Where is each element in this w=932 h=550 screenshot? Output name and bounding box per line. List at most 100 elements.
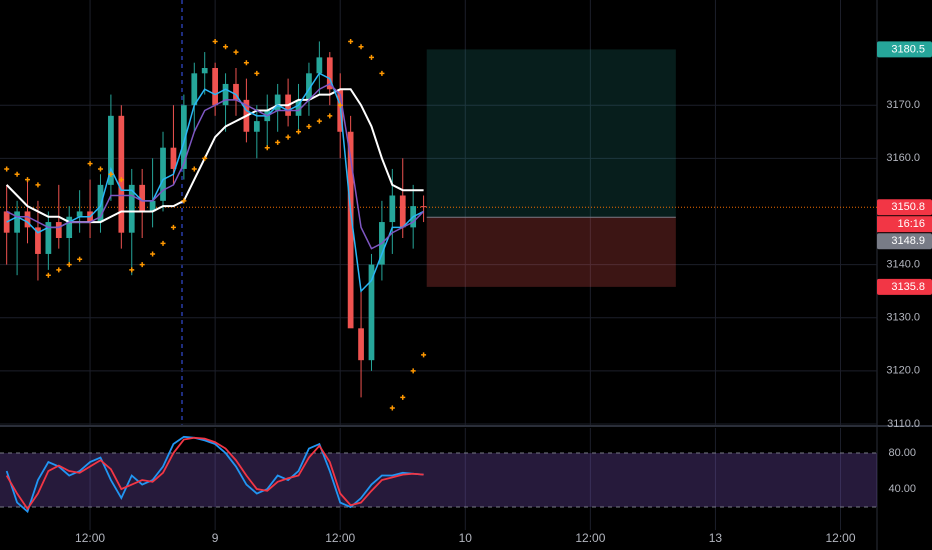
- candle-body: [389, 195, 396, 223]
- countdown: 16:16: [897, 218, 925, 230]
- stop-label: 3135.8: [891, 281, 925, 293]
- stop-loss-zone: [426, 217, 676, 287]
- candle-body: [24, 211, 31, 228]
- sar-dot: [410, 368, 416, 374]
- candle-body: [295, 99, 302, 116]
- candle-body: [118, 115, 125, 233]
- sar-dot: [25, 177, 31, 183]
- sar-dot: [150, 251, 156, 257]
- y-tick-label: 40.00: [888, 483, 916, 495]
- stop-label-bg: [877, 278, 932, 295]
- sar-dot: [233, 49, 239, 55]
- sar-dot: [223, 44, 229, 50]
- candle-body: [201, 68, 208, 74]
- candle-body: [191, 73, 198, 106]
- last-price-label: 3150.8: [891, 201, 925, 213]
- take-profit-label-bg: [877, 41, 932, 58]
- sar-dot: [254, 70, 260, 76]
- sar-dot: [306, 123, 312, 129]
- sar-dot: [77, 256, 83, 262]
- candle-body: [76, 211, 83, 217]
- x-tick-label: 9: [212, 531, 219, 545]
- sar-dot: [316, 118, 322, 124]
- x-tick-label: 12:00: [826, 531, 856, 545]
- candle-body: [326, 57, 333, 90]
- sar-dot: [400, 394, 406, 400]
- sar-dot: [129, 267, 135, 273]
- sar-dot: [66, 262, 72, 268]
- candle-body: [212, 68, 218, 106]
- sar-dot: [4, 166, 10, 172]
- sar-dot: [264, 145, 270, 151]
- sar-dot: [348, 38, 354, 44]
- candle-body: [274, 94, 281, 111]
- sar-dot: [14, 171, 20, 177]
- sar-dot: [170, 224, 176, 230]
- y-tick-label: 3120.0: [886, 365, 920, 377]
- candle-body: [170, 147, 177, 169]
- sar-dot: [275, 139, 281, 145]
- x-tick-label: 10: [459, 531, 473, 545]
- last-price-label-bg: [877, 199, 932, 216]
- y-tick-label: 3110.0: [887, 418, 920, 430]
- candle-body: [399, 195, 406, 228]
- y-tick-label: 3130.0: [886, 312, 920, 324]
- sar-dot: [202, 155, 208, 161]
- candle-body: [45, 222, 52, 254]
- sar-dot: [421, 352, 427, 358]
- sar-dot: [181, 198, 187, 204]
- sar-dot: [118, 177, 124, 183]
- candle-body: [160, 147, 166, 201]
- x-tick-label: 12:00: [75, 531, 105, 545]
- candle-body: [108, 115, 114, 185]
- candle-body: [222, 83, 229, 106]
- candle-body: [358, 328, 364, 361]
- x-tick-label: 12:00: [325, 531, 355, 545]
- sar-dot: [35, 182, 41, 188]
- sar-dot: [108, 171, 114, 177]
- x-tick-label: 13: [709, 531, 723, 545]
- sar-dot: [368, 54, 374, 60]
- sar-dot: [389, 405, 395, 411]
- y-tick-label: 3160.0: [886, 152, 920, 164]
- candle-body: [180, 105, 187, 169]
- candle-body: [316, 57, 323, 74]
- sar-dot: [87, 161, 93, 167]
- x-tick-label: 12:00: [575, 531, 605, 545]
- candle-body: [35, 227, 41, 254]
- sar-dot: [160, 240, 166, 246]
- moving-average: [6, 83, 425, 250]
- entry-label-bg: [877, 233, 932, 250]
- sar-dot: [285, 134, 291, 140]
- sar-dot: [296, 129, 302, 135]
- sar-dot: [212, 38, 218, 44]
- candle-body: [66, 216, 73, 238]
- oscillator-band: [0, 453, 877, 508]
- candle-body: [233, 83, 239, 100]
- candle-body: [55, 222, 62, 238]
- candle-body: [347, 131, 354, 329]
- oscillator-line: [5, 436, 424, 511]
- entry-label: 3148.9: [891, 235, 925, 247]
- candle-body: [139, 184, 146, 212]
- sar-dot: [327, 113, 333, 119]
- sar-dot: [97, 166, 103, 172]
- sar-dot: [191, 166, 197, 172]
- candle-body: [14, 211, 20, 233]
- sar-dot: [358, 44, 364, 50]
- y-tick-label: 80.00: [888, 447, 916, 459]
- sar-dot: [337, 102, 343, 108]
- y-tick-label: 3170.0: [886, 99, 920, 111]
- candle-body: [149, 200, 156, 212]
- candle-body: [420, 206, 427, 208]
- countdown-bg: [877, 216, 932, 233]
- y-tick-label: 3140.0: [886, 258, 920, 270]
- candle-body: [253, 121, 260, 132]
- sar-dot: [243, 60, 249, 66]
- sar-dot: [45, 272, 51, 278]
- candle-body: [368, 264, 375, 361]
- moving-average: [6, 72, 424, 293]
- candle-body: [128, 184, 135, 233]
